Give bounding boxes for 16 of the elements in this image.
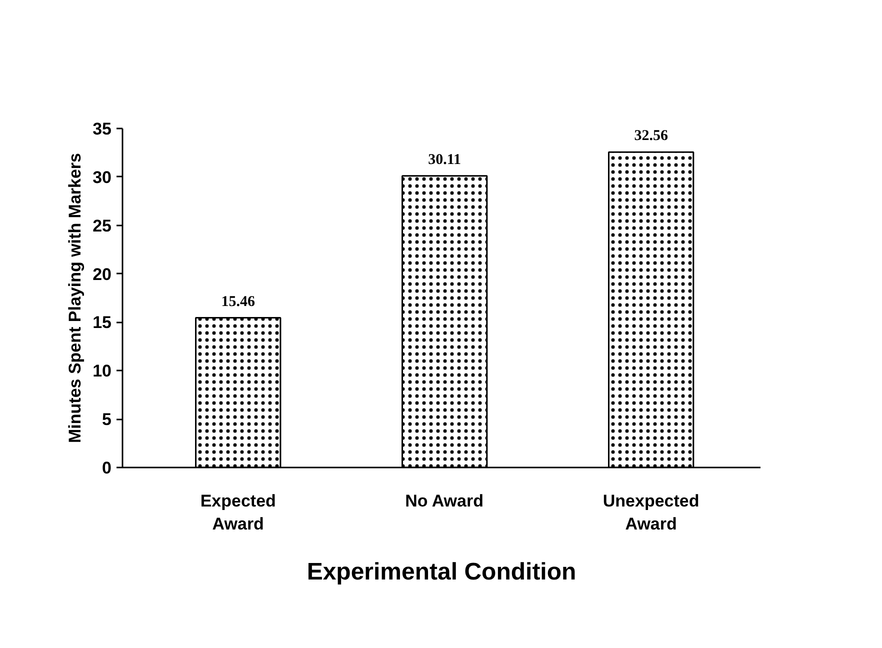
y-tick-label: 10 — [92, 362, 112, 381]
y-axis-title: Minutes Spent Playing with Markers — [66, 152, 85, 443]
y-tick-label: 0 — [102, 458, 112, 478]
x-tick-label: Expected Award — [200, 492, 276, 534]
data-label: 32.56 — [634, 128, 668, 144]
data-label: 30.11 — [428, 152, 462, 168]
x-tick-label: No Award — [405, 492, 484, 510]
x-tick-label: Unexpected Award — [602, 492, 700, 534]
y-tick-label: 30 — [92, 168, 112, 187]
y-tick-label: 35 — [92, 120, 112, 138]
y-tick-label: 20 — [92, 264, 112, 284]
data-label: 15.46 — [221, 294, 256, 310]
y-tick-label: 5 — [102, 410, 112, 430]
y-tick-label: 25 — [92, 216, 112, 236]
x-axis-title: Experimental Condition — [306, 558, 576, 586]
y-tick-label: 15 — [92, 313, 112, 332]
